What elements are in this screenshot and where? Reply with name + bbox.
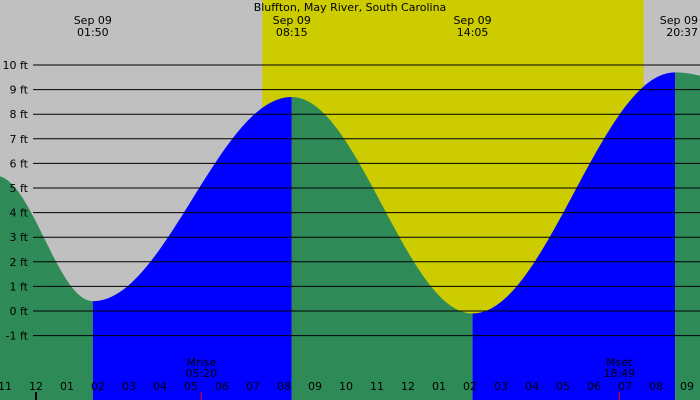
tide-event-time: 20:37 [666, 26, 698, 39]
y-tick-label: 3 ft [10, 231, 29, 244]
hour-tick-label: 03 [494, 380, 508, 393]
y-tick-label: 10 ft [3, 59, 29, 72]
hour-tick-label: 01 [60, 380, 74, 393]
hour-tick-label: 09 [680, 380, 694, 393]
tide-area-layer [0, 72, 700, 400]
hour-axis: 11 12 01 02 03 04 05 06 07 08 09 10 11 12 01 02 03 04 05 06… [0, 380, 694, 400]
tide-event-time: 01:50 [77, 26, 109, 39]
hour-tick-label: 03 [122, 380, 136, 393]
tide-event-date: Sep 09 [74, 14, 112, 27]
moon-event-label: Mset [606, 356, 633, 369]
hour-tick-label: 11 [0, 380, 12, 393]
hour-tick-label: 07 [246, 380, 260, 393]
hour-tick-label: 02 [463, 380, 477, 393]
tide-event-time: 14:05 [457, 26, 489, 39]
gridline-layer [33, 64, 700, 337]
moon-event-time: 18:49 [603, 367, 635, 380]
hour-tick-label: 09 [308, 380, 322, 393]
falling-tide-area [0, 176, 93, 400]
hour-tick-label: 07 [618, 380, 632, 393]
y-tick-label: -1 ft [6, 330, 29, 343]
hour-tick-label: 06 [587, 380, 601, 393]
falling-tide-area [675, 72, 700, 400]
hour-tick-label: 05 [556, 380, 570, 393]
y-tick-label: 8 ft [10, 108, 29, 121]
hour-tick-label: 11 [370, 380, 384, 393]
tide-event-date: Sep 09 [453, 14, 491, 27]
hour-tick-label: 08 [277, 380, 291, 393]
y-tick-label: 2 ft [10, 256, 29, 269]
tide-event-date: Sep 09 [273, 14, 311, 27]
moon-event-time: 05:20 [185, 367, 217, 380]
y-tick-label: 6 ft [10, 157, 29, 170]
y-tick-label: 7 ft [10, 133, 29, 146]
hour-tick-label: 05 [184, 380, 198, 393]
y-tick-labels: 10 ft 9 ft 8 ft 7 ft 6 ft 5 ft 4 ft 3 ft 2 ft 1 f… [3, 59, 29, 343]
hour-tick-label: 04 [525, 380, 539, 393]
y-tick-label: 0 ft [10, 305, 29, 318]
moon-event-label: Mrise [187, 356, 217, 369]
y-tick-label: 5 ft [10, 182, 29, 195]
tide-event-time: 08:15 [276, 26, 308, 39]
rising-tide-area [92, 96, 292, 400]
hour-tick-label: 10 [339, 380, 353, 393]
hour-tick-label: 04 [153, 380, 167, 393]
hour-tick-label: 01 [432, 380, 446, 393]
falling-tide-area [291, 96, 473, 400]
y-tick-label: 9 ft [10, 84, 29, 97]
hour-tick-label: 12 [29, 380, 43, 393]
hour-tick-label: 06 [215, 380, 229, 393]
chart-title: Bluffton, May River, South Carolina [254, 1, 447, 14]
tide-event-date: Sep 09 [660, 14, 698, 27]
y-tick-label: 1 ft [10, 280, 29, 293]
hour-tick-label: 08 [649, 380, 663, 393]
y-tick-label: 4 ft [10, 207, 29, 220]
hour-tick-label: 12 [401, 380, 415, 393]
hour-tick-label: 02 [91, 380, 105, 393]
rising-tide-area [472, 72, 676, 400]
